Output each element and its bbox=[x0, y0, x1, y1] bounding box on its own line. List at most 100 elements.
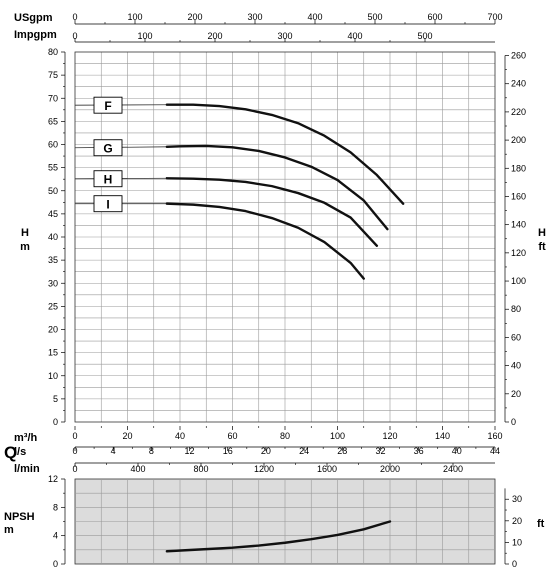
head-left-tick-label: 25 bbox=[48, 301, 58, 311]
head-right-axis-unit: ft bbox=[538, 241, 546, 253]
npsh-left-tick-label: 8 bbox=[53, 502, 58, 512]
curve-h bbox=[165, 177, 379, 247]
head-left-tick-label: 70 bbox=[48, 93, 58, 103]
head-left-tick-label: 5 bbox=[53, 394, 58, 404]
curve-g bbox=[165, 144, 389, 231]
head-left-tick-label: 50 bbox=[48, 186, 58, 196]
curve-f-label-box bbox=[93, 96, 123, 114]
ls-tick-label: 36 bbox=[414, 446, 424, 456]
usgpm-tick-label: 500 bbox=[367, 12, 382, 22]
lmin-tick-label: 1200 bbox=[254, 464, 274, 474]
head-left-tick-label: 65 bbox=[48, 116, 58, 126]
usgpm-tick-label: 600 bbox=[427, 12, 442, 22]
npsh-left-tick-label: 0 bbox=[53, 559, 58, 569]
head-left-tick-label: 60 bbox=[48, 140, 58, 150]
head-left-tick-label: 10 bbox=[48, 371, 58, 381]
m3h-tick-label: 140 bbox=[435, 431, 450, 441]
lmin-tick-label: 800 bbox=[193, 464, 208, 474]
head-right-tick-label: 240 bbox=[511, 79, 526, 89]
head-right-tick-label: 220 bbox=[511, 107, 526, 117]
head-right-tick-label: 60 bbox=[511, 332, 521, 342]
m3h-tick-label: 0 bbox=[72, 431, 77, 441]
impgpm-tick-label: 300 bbox=[277, 31, 292, 41]
head-left-tick-label: 0 bbox=[53, 417, 58, 427]
curve-i-label: I bbox=[106, 198, 109, 212]
m3h-tick-label: 100 bbox=[330, 431, 345, 441]
m3h-tick-label: 120 bbox=[382, 431, 397, 441]
head-left-axis-unit: m bbox=[20, 241, 30, 253]
npsh-right-tick-label: 10 bbox=[512, 537, 522, 547]
curve-f bbox=[165, 103, 405, 205]
head-right-tick-label: 20 bbox=[511, 389, 521, 399]
usgpm-tick-label: 100 bbox=[127, 12, 142, 22]
impgpm-tick-label: 400 bbox=[347, 31, 362, 41]
usgpm-tick-label: 0 bbox=[72, 12, 77, 22]
head-left-tick-label: 35 bbox=[48, 255, 58, 265]
npsh-axis-unit: m bbox=[4, 524, 14, 536]
npsh-left-tick-label: 4 bbox=[53, 531, 58, 541]
impgpm-tick-label: 200 bbox=[207, 31, 222, 41]
lmin-tick-label: 0 bbox=[72, 464, 77, 474]
ls-unit: l/s bbox=[14, 446, 26, 458]
head-left-tick-label: 40 bbox=[48, 232, 58, 242]
lmin-tick-label: 400 bbox=[130, 464, 145, 474]
curve-h-label: H bbox=[104, 173, 113, 187]
npsh-right-tick-label: 30 bbox=[512, 494, 522, 504]
ls-tick-label: 8 bbox=[149, 446, 154, 456]
ls-tick-label: 12 bbox=[185, 446, 195, 456]
head-left-tick-label: 75 bbox=[48, 70, 58, 80]
m3h-unit: m³/h bbox=[14, 432, 38, 444]
head-right-tick-label: 0 bbox=[511, 417, 516, 427]
head-right-tick-label: 100 bbox=[511, 276, 526, 286]
head-right-tick-label: 140 bbox=[511, 220, 526, 230]
npsh-curve bbox=[165, 520, 392, 553]
curve-g-label-box bbox=[93, 139, 123, 157]
head-left-tick-label: 20 bbox=[48, 325, 58, 335]
head-right-tick-label: 120 bbox=[511, 248, 526, 258]
head-left-tick-label: 45 bbox=[48, 209, 58, 219]
head-plot-frame bbox=[74, 51, 496, 423]
lmin-unit: l/min bbox=[14, 463, 40, 475]
head-right-tick-label: 200 bbox=[511, 135, 526, 145]
npsh-grid bbox=[75, 479, 495, 564]
flow-symbol: Q bbox=[4, 443, 17, 462]
curve-f-label: F bbox=[104, 99, 111, 113]
curve-g-label: G bbox=[103, 142, 112, 156]
usgpm-tick-label: 700 bbox=[487, 12, 502, 22]
head-curves bbox=[74, 96, 405, 280]
ls-tick-label: 0 bbox=[72, 446, 77, 456]
head-left-tick-label: 80 bbox=[48, 47, 58, 57]
head-right-tick-label: 180 bbox=[511, 163, 526, 173]
m3h-tick-label: 40 bbox=[175, 431, 185, 441]
usgpm-tick-label: 200 bbox=[187, 12, 202, 22]
ls-tick-label: 24 bbox=[299, 446, 309, 456]
lmin-tick-label: 2400 bbox=[443, 464, 463, 474]
npsh-right-axis-unit: ft bbox=[537, 518, 545, 530]
curve-h-label-box bbox=[93, 170, 123, 188]
lmin-tick-label: 1600 bbox=[317, 464, 337, 474]
npsh-left-tick-label: 12 bbox=[48, 474, 58, 484]
curve-i bbox=[165, 202, 365, 280]
ls-tick-label: 32 bbox=[375, 446, 385, 456]
head-right-axis-symbol: H bbox=[538, 227, 546, 239]
head-left-axis-symbol: H bbox=[21, 227, 29, 239]
ls-tick-label: 4 bbox=[111, 446, 116, 456]
m3h-tick-label: 80 bbox=[280, 431, 290, 441]
m3h-tick-label: 60 bbox=[227, 431, 237, 441]
ls-tick-label: 16 bbox=[223, 446, 233, 456]
curve-i-label-box bbox=[93, 195, 123, 213]
head-grid bbox=[75, 52, 495, 422]
usgpm-unit: USgpm bbox=[14, 12, 53, 24]
head-left-tick-label: 55 bbox=[48, 163, 58, 173]
impgpm-tick-label: 100 bbox=[137, 31, 152, 41]
ls-tick-label: 40 bbox=[452, 446, 462, 456]
m3h-tick-label: 160 bbox=[487, 431, 502, 441]
m3h-tick-label: 20 bbox=[122, 431, 132, 441]
head-right-tick-label: 40 bbox=[511, 361, 521, 371]
impgpm-tick-label: 500 bbox=[417, 31, 432, 41]
head-right-tick-label: 260 bbox=[511, 51, 526, 61]
head-right-tick-label: 160 bbox=[511, 191, 526, 201]
impgpm-tick-label: 0 bbox=[72, 31, 77, 41]
ls-tick-label: 28 bbox=[337, 446, 347, 456]
impgpm-unit: Impgpm bbox=[14, 29, 57, 41]
